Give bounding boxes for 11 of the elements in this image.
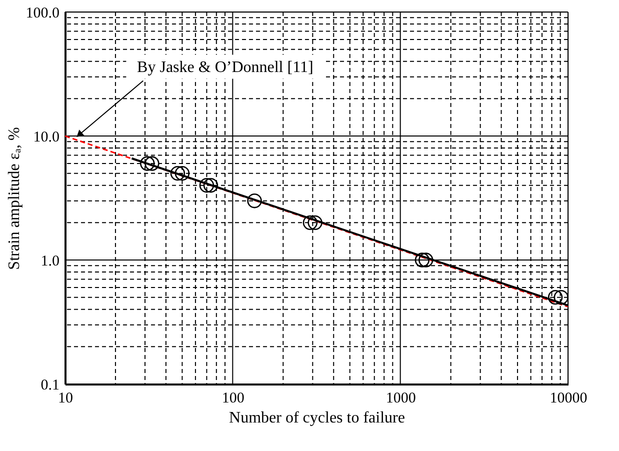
y-axis-title: Strain amplitude εₐ, % [6,127,23,270]
x-tick-label: 1000 [386,390,416,406]
x-tick-label: 100 [222,390,244,406]
y-tick-label: 10.0 [33,130,60,146]
x-tick-label: 10000 [550,390,588,406]
y-tick-label: 100.0 [26,6,60,22]
y-tick-label: 0.1 [40,378,60,394]
x-tick-label: 10 [58,390,73,406]
y-tick-label: 1.0 [40,254,60,270]
x-axis-title: Number of cycles to failure [229,410,405,426]
annotation: By Jaske & O’Donnell [11] [137,58,314,76]
